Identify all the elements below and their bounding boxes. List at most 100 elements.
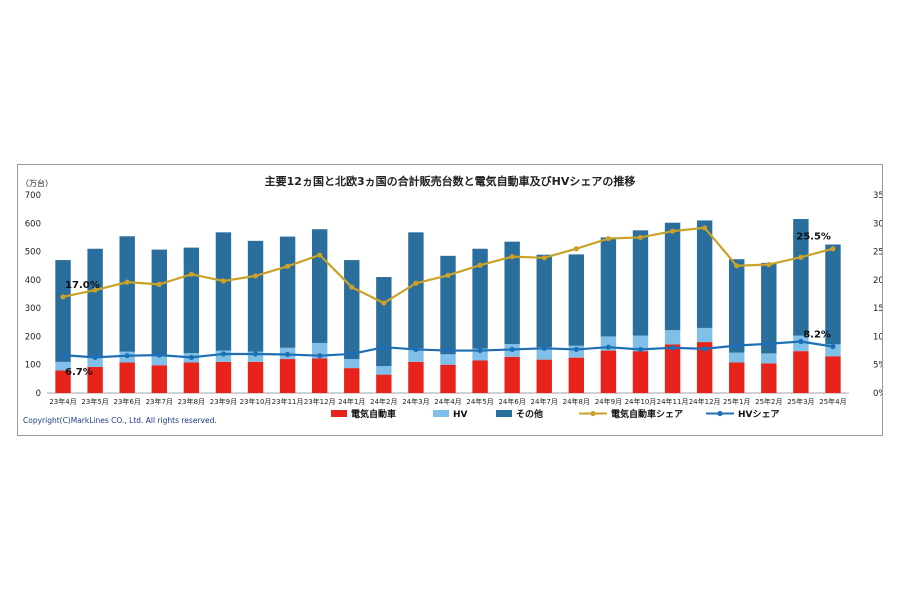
x-tick-label: 23年4月 <box>49 397 76 406</box>
y2-tick-label: 35% <box>873 191 882 201</box>
bar-HV <box>55 361 71 371</box>
bar-その他 <box>793 219 809 336</box>
chart: 主要12ヵ国と北欧3ヵ国の合計販売台数と電気自動車及びHVシェアの推移 （万台） 0… <box>21 174 882 420</box>
bar-電気自動車 <box>696 342 713 393</box>
legend-swatch-HV <box>433 410 449 417</box>
copyright-text: Copyright(C)MarkLines CO., Ltd. All righ… <box>23 416 217 425</box>
y2-tick-label: 30% <box>873 219 882 229</box>
point-HVシェア <box>124 353 130 359</box>
bar-電気自動車 <box>55 370 71 393</box>
bar-電気自動車 <box>504 356 520 393</box>
point-HVシェア <box>156 352 162 358</box>
bar-電気自動車 <box>87 366 103 393</box>
bar-電気自動車 <box>408 361 424 393</box>
bar-その他 <box>761 262 777 354</box>
y2-tick-label: 20% <box>873 276 882 286</box>
data-label: 8.2% <box>803 330 831 341</box>
bar-HV <box>247 351 264 362</box>
bar-その他 <box>376 277 392 367</box>
bar-その他 <box>87 248 103 358</box>
x-tick-label: 24年2月 <box>370 397 397 406</box>
bar-電気自動車 <box>376 374 392 393</box>
data-label: 25.5% <box>796 232 831 243</box>
x-tick-label: 23年5月 <box>81 397 108 406</box>
bar-HV <box>696 327 713 343</box>
point-HVシェア <box>285 351 291 358</box>
bar-その他 <box>536 254 552 348</box>
bar-電気自動車 <box>568 357 585 393</box>
bar-HV <box>344 359 360 369</box>
x-tick-label: 24年4月 <box>434 397 461 406</box>
bar-電気自動車 <box>729 362 745 393</box>
point-HVシェア <box>413 346 419 353</box>
bar-その他 <box>664 222 681 331</box>
point-HVシェア <box>830 344 836 350</box>
bar-その他 <box>215 232 232 351</box>
point-電気自動車シェア <box>381 300 387 306</box>
bar-その他 <box>311 229 328 343</box>
bar-その他 <box>472 248 488 349</box>
point-HVシェア <box>702 346 708 352</box>
x-tick-label: 24年7月 <box>531 397 558 406</box>
bar-その他 <box>632 230 649 336</box>
point-電気自動車シェア <box>477 262 483 268</box>
point-電気自動車シェア <box>413 280 419 286</box>
bar-HV <box>536 347 552 360</box>
bar-HV <box>632 335 649 352</box>
y-tick-label: 700 <box>25 191 41 201</box>
point-電気自動車シェア <box>734 263 740 269</box>
bar-電気自動車 <box>632 351 649 393</box>
point-HVシェア <box>637 346 644 353</box>
y-tick-label: 200 <box>25 332 41 342</box>
bar-電気自動車 <box>344 368 360 393</box>
bar-その他 <box>600 237 617 337</box>
bar-HV <box>408 348 424 362</box>
y-tick-label: 300 <box>25 304 41 314</box>
bar-その他 <box>279 236 296 348</box>
bar-電気自動車 <box>825 356 841 393</box>
point-電気自動車シェア <box>830 246 836 252</box>
x-tick-label: 24年12月 <box>689 397 721 406</box>
y2-tick-label: 10% <box>873 332 882 342</box>
x-tick-label: 23年12月 <box>304 397 336 406</box>
point-電気自動車シェア <box>798 254 804 260</box>
bar-HV <box>376 366 392 375</box>
legend-label: HVシェア <box>738 409 780 420</box>
point-電気自動車シェア <box>252 273 259 279</box>
x-tick-label: 24年1月 <box>338 397 365 406</box>
bar-電気自動車 <box>761 363 777 393</box>
point-電気自動車シェア <box>188 271 194 277</box>
point-HVシェア <box>381 344 387 350</box>
bar-HV <box>472 348 488 361</box>
point-HVシェア <box>605 344 612 350</box>
y-axis-unit: （万台） <box>21 178 53 188</box>
point-電気自動車シェア <box>124 279 130 285</box>
bar-HV <box>87 357 103 367</box>
bar-その他 <box>55 260 71 362</box>
y2-tick-label: 25% <box>873 248 882 258</box>
data-label: 17.0% <box>65 280 100 291</box>
point-電気自動車シェア <box>573 246 579 252</box>
point-電気自動車シェア <box>317 252 323 258</box>
x-tick-label: 23年7月 <box>146 397 173 406</box>
point-電気自動車シェア <box>669 228 676 234</box>
legend-swatch-電気自動車 <box>331 410 347 417</box>
legend-label: HV <box>453 410 468 420</box>
bar-その他 <box>504 241 520 345</box>
y-tick-label: 400 <box>25 276 41 286</box>
point-電気自動車シェア <box>509 254 515 260</box>
x-tick-label: 24年6月 <box>498 397 525 406</box>
bar-その他 <box>344 260 360 360</box>
legend-marker-電気自動車シェア <box>590 410 596 417</box>
point-電気自動車シェア <box>637 234 644 241</box>
point-HVシェア <box>445 347 451 354</box>
x-tick-label: 24年10月 <box>625 397 657 406</box>
bar-その他 <box>440 255 456 355</box>
y-tick-label: 600 <box>25 219 41 229</box>
point-HVシェア <box>766 341 772 347</box>
legend-label: 電気自動車シェア <box>611 408 683 420</box>
point-HVシェア <box>669 345 676 351</box>
bar-電気自動車 <box>472 360 488 393</box>
point-電気自動車シェア <box>541 255 547 261</box>
bar-その他 <box>825 244 841 345</box>
